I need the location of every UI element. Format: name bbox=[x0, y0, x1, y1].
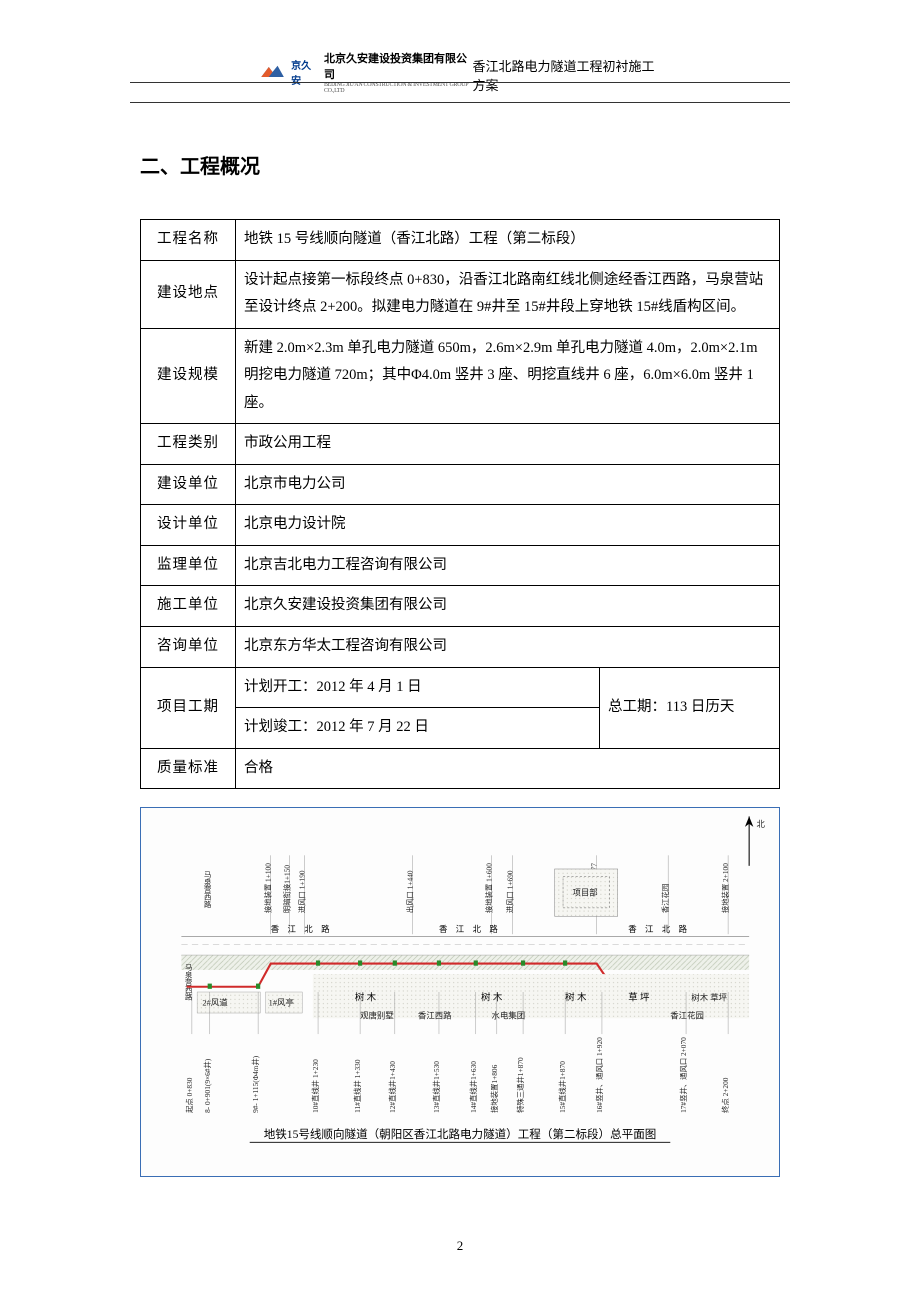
table-row: 质量标准 合格 bbox=[141, 748, 780, 789]
svg-text:香 江 北 路: 香 江 北 路 bbox=[628, 924, 690, 934]
row-value: 北京市电力公司 bbox=[236, 464, 780, 505]
svg-text:接地装置 1+600: 接地装置 1+600 bbox=[485, 863, 494, 913]
schedule-start: 计划开工：2012 年 4 月 1 日 bbox=[236, 667, 600, 708]
svg-text:香 江 北 路: 香 江 北 路 bbox=[271, 924, 333, 934]
diagram-svg: 北 接地装置 1+100明暗衔接1+150进风口 1+190出风口 1+440接… bbox=[141, 808, 779, 1176]
content: 二、工程概况 工程名称 地铁 15 号线顺向隧道（香江北路）工程（第二标段） 建… bbox=[140, 150, 780, 1177]
svg-text:进风口 1+690: 进风口 1+690 bbox=[506, 870, 515, 913]
svg-text:水电集团: 水电集团 bbox=[492, 1010, 526, 1020]
svg-text:出风口 1+440: 出风口 1+440 bbox=[406, 870, 415, 913]
site-plan-diagram: 北 接地装置 1+100明暗衔接1+150进风口 1+190出风口 1+440接… bbox=[140, 807, 780, 1177]
svg-text:11#直线井 1+330: 11#直线井 1+330 bbox=[353, 1059, 362, 1113]
svg-text:特殊三通井1+870: 特殊三通井1+870 bbox=[516, 1057, 525, 1113]
row-value: 北京吉北电力工程咨询有限公司 bbox=[236, 545, 780, 586]
row-value: 地铁 15 号线顺向隧道（香江北路）工程（第二标段） bbox=[236, 220, 780, 261]
svg-text:17#竖井、通风口 2+070: 17#竖井、通风口 2+070 bbox=[679, 1037, 688, 1113]
company-block: 北京久安建设投资集团有限公司 BEIJING JIU'AN CONSTRUCTI… bbox=[324, 50, 472, 94]
svg-text:树 木: 树 木 bbox=[481, 992, 503, 1004]
svg-text:起点 0+830: 起点 0+830 bbox=[185, 1077, 194, 1113]
svg-text:9#- 1+115(Φ4m井): 9#- 1+115(Φ4m井) bbox=[251, 1055, 260, 1113]
project-info-table: 工程名称 地铁 15 号线顺向隧道（香江北路）工程（第二标段） 建设地点 设计起… bbox=[140, 219, 780, 789]
svg-text:明暗衔接1+150: 明暗衔接1+150 bbox=[283, 865, 292, 914]
diagram-title: 地铁15号线顺向隧道（朝阳区香江北路电力隧道）工程（第二标段）总平面图 bbox=[264, 1127, 657, 1141]
svg-text:草 坪: 草 坪 bbox=[628, 992, 650, 1004]
row-label: 建设单位 bbox=[141, 464, 236, 505]
company-name-en: BEIJING JIU'AN CONSTRUCTION & INVESTMENT… bbox=[324, 82, 472, 94]
row-value: 新建 2.0m×2.3m 单孔电力隧道 650m，2.6m×2.9m 单孔电力隧… bbox=[236, 328, 780, 424]
table-row: 设计单位 北京电力设计院 bbox=[141, 505, 780, 546]
svg-text:香 江 北 路: 香 江 北 路 bbox=[439, 924, 501, 934]
schedule-total: 总工期：113 日历天 bbox=[600, 667, 780, 748]
row-label: 监理单位 bbox=[141, 545, 236, 586]
row-value: 北京久安建设投资集团有限公司 bbox=[236, 586, 780, 627]
svg-text:树木 草坪: 树木 草坪 bbox=[691, 993, 727, 1003]
row-label: 工程名称 bbox=[141, 220, 236, 261]
header-left: 京久安 北京久安建设投资集团有限公司 BEIJING JIU'AN CONSTR… bbox=[260, 50, 472, 94]
row-value: 市政公用工程 bbox=[236, 424, 780, 465]
page-header: 京久安 北京久安建设投资集团有限公司 BEIJING JIU'AN CONSTR… bbox=[130, 50, 790, 103]
row-label: 项目工期 bbox=[141, 667, 236, 748]
svg-text:10#直线井 1+230: 10#直线井 1+230 bbox=[311, 1059, 320, 1113]
row-value: 设计起点接第一标段终点 0+830，沿香江北路南红线北侧途经香江西路，马泉营站至… bbox=[236, 260, 780, 328]
svg-text:进风口 1+190: 进风口 1+190 bbox=[297, 870, 306, 913]
svg-text:香江花园: 香江花园 bbox=[661, 884, 670, 913]
table-row: 工程类别 市政公用工程 bbox=[141, 424, 780, 465]
svg-text:8- 0+901(9×6#井): 8- 0+901(9×6#井) bbox=[203, 1058, 212, 1113]
svg-text:13#直线井1+530: 13#直线井1+530 bbox=[432, 1061, 441, 1113]
table-row: 项目工期 计划开工：2012 年 4 月 1 日 总工期：113 日历天 bbox=[141, 667, 780, 708]
svg-text:树 木: 树 木 bbox=[565, 992, 587, 1004]
row-label: 工程类别 bbox=[141, 424, 236, 465]
schedule-end: 计划竣工：2012 年 7 月 22 日 bbox=[236, 708, 600, 749]
svg-text:树 木: 树 木 bbox=[355, 992, 377, 1004]
svg-text:14#直线井1+630: 14#直线井1+630 bbox=[469, 1061, 478, 1113]
doc-title: 香江北路电力隧道工程初衬施工方案 bbox=[472, 56, 660, 94]
header-underline bbox=[130, 82, 790, 83]
row-value: 北京东方华太工程咨询有限公司 bbox=[236, 627, 780, 668]
row-value: 合格 bbox=[236, 748, 780, 789]
company-logo-icon bbox=[260, 63, 285, 81]
road-band: 香 江 北 路 香 江 北 路 香 江 北 路 bbox=[181, 924, 749, 955]
svg-text:项目部: 项目部 bbox=[573, 887, 598, 897]
svg-text:12#直线井1+430: 12#直线井1+430 bbox=[388, 1061, 397, 1113]
side-road-top: 马泉营西路 bbox=[203, 871, 212, 909]
svg-text:终点 2+200: 终点 2+200 bbox=[721, 1077, 730, 1113]
page-number: 2 bbox=[457, 1238, 464, 1254]
table-row: 建设单位 北京市电力公司 bbox=[141, 464, 780, 505]
lower-blocks: 2#风道 1#风亭 树 木 树 木 树 木 草 坪 树木 草坪 观唐别墅 香江西… bbox=[197, 974, 749, 1020]
row-label: 施工单位 bbox=[141, 586, 236, 627]
section-title: 二、工程概况 bbox=[140, 150, 780, 179]
row-label: 质量标准 bbox=[141, 748, 236, 789]
company-name: 北京久安建设投资集团有限公司 bbox=[324, 50, 472, 82]
table-row: 施工单位 北京久安建设投资集团有限公司 bbox=[141, 586, 780, 627]
svg-text:香江西路: 香江西路 bbox=[418, 1010, 452, 1020]
top-markers: 接地装置 1+100 明暗衔接1+150 进风口 1+190 出风口 1+440 接地装… bbox=[264, 856, 730, 935]
svg-text:15#直线井1+870: 15#直线井1+870 bbox=[558, 1061, 567, 1113]
table-row: 建设规模 新建 2.0m×2.3m 单孔电力隧道 650m，2.6m×2.9m … bbox=[141, 328, 780, 424]
svg-text:2#风道: 2#风道 bbox=[202, 998, 228, 1008]
table-row: 监理单位 北京吉北电力工程咨询有限公司 bbox=[141, 545, 780, 586]
table-row: 工程名称 地铁 15 号线顺向隧道（香江北路）工程（第二标段） bbox=[141, 220, 780, 261]
row-value: 北京电力设计院 bbox=[236, 505, 780, 546]
svg-text:接地装置 2+100: 接地装置 2+100 bbox=[721, 863, 730, 913]
row-label: 设计单位 bbox=[141, 505, 236, 546]
row-label: 建设规模 bbox=[141, 328, 236, 424]
table-row: 建设地点 设计起点接第一标段终点 0+830，沿香江北路南红线北侧途经香江西路，… bbox=[141, 260, 780, 328]
svg-text:1#风亭: 1#风亭 bbox=[269, 998, 294, 1008]
svg-text:观唐别墅: 观唐别墅 bbox=[360, 1010, 394, 1020]
svg-text:接地装置1+806: 接地装置1+806 bbox=[490, 1065, 499, 1114]
svg-text:接地装置 1+100: 接地装置 1+100 bbox=[264, 863, 273, 913]
north-arrow-icon: 北 bbox=[745, 817, 766, 866]
table-row: 咨询单位 北京东方华太工程咨询有限公司 bbox=[141, 627, 780, 668]
row-label: 咨询单位 bbox=[141, 627, 236, 668]
svg-text:香江花园: 香江花园 bbox=[670, 1010, 704, 1020]
svg-text:16#竖井、通风口 1+920: 16#竖井、通风口 1+920 bbox=[595, 1037, 604, 1113]
project-dept-block: 项目部 bbox=[555, 869, 618, 916]
row-label: 建设地点 bbox=[141, 260, 236, 328]
svg-text:北: 北 bbox=[757, 820, 766, 829]
